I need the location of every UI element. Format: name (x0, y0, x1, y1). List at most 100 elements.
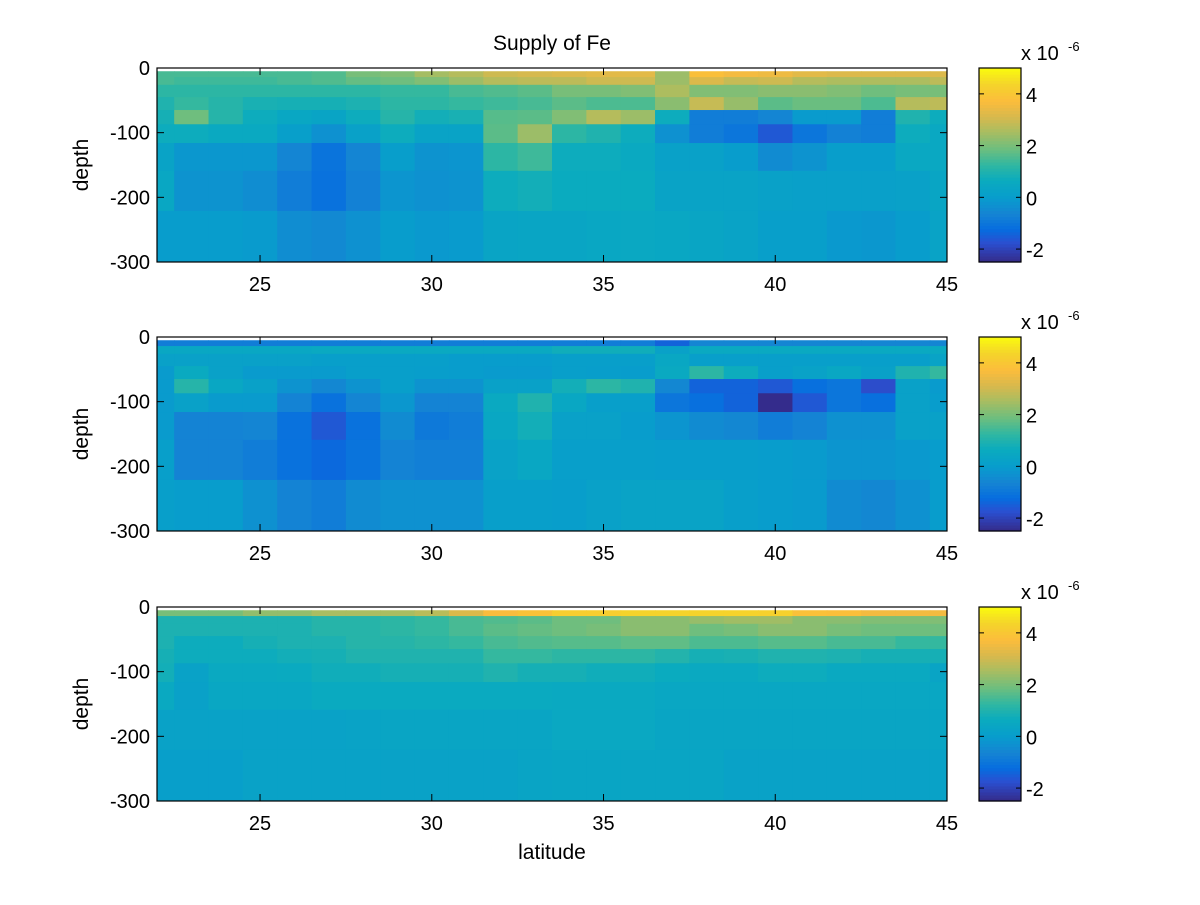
colorbar-segment (979, 131, 1021, 136)
heatmap-cell (414, 170, 450, 212)
heatmap-cell (208, 84, 244, 98)
heatmap-cell (483, 610, 519, 617)
heatmap-cell (689, 71, 725, 78)
heatmap-cell (311, 709, 347, 751)
heatmap-cell (208, 97, 244, 111)
heatmap-cell (483, 749, 519, 802)
heatmap-cell (483, 682, 519, 711)
y-tick-label: -200 (110, 456, 150, 478)
heatmap-cell (586, 353, 622, 367)
heatmap-cell (311, 353, 347, 367)
heatmap-cell (517, 749, 553, 802)
heatmap-cell (242, 379, 278, 394)
heatmap-cell (689, 124, 725, 144)
heatmap-cell (277, 479, 313, 532)
colorbar-segment (979, 146, 1021, 151)
heatmap-cell (895, 636, 931, 650)
x-tick-label: 30 (421, 543, 443, 565)
heatmap-cell (861, 636, 896, 650)
heatmap-cell (861, 346, 896, 355)
heatmap-cell (792, 143, 828, 172)
axes-box (156, 67, 948, 263)
heatmap-cell (517, 170, 553, 212)
heatmap-cell (620, 439, 656, 481)
heatmap-cell (861, 71, 896, 78)
heatmap-cell (723, 71, 759, 78)
heatmap-cell (586, 439, 622, 481)
heatmap-cell (655, 412, 690, 441)
heatmap-cell (517, 124, 553, 144)
heatmap-cell (345, 709, 381, 751)
heatmap-cell (758, 366, 793, 380)
heatmap-cell (517, 412, 553, 441)
heatmap-cell (483, 124, 519, 144)
colorbar-segment (979, 752, 1021, 757)
heatmap-cell (517, 623, 553, 637)
x-tick-label: 45 (936, 543, 958, 565)
heatmap-cell (345, 170, 381, 212)
heatmap-cell (208, 663, 244, 683)
heatmap-cell (552, 479, 587, 532)
heatmap-cell (826, 393, 862, 413)
heatmap-cell (620, 71, 656, 78)
heatmap-cell (311, 439, 347, 481)
heatmap-cell (174, 479, 210, 532)
colorbar-segment (979, 210, 1021, 215)
y-axis-label: depth (70, 139, 93, 192)
heatmap-cell (929, 649, 948, 664)
heatmap-cell (826, 71, 862, 78)
heatmap-cell (895, 143, 931, 172)
colorbar-segment (979, 437, 1021, 441)
heatmap-cell (655, 393, 690, 413)
colorbar-segment (979, 400, 1021, 405)
heatmap-cell (586, 623, 622, 637)
heatmap-cell (792, 616, 828, 625)
x-tick-label: 45 (936, 274, 958, 296)
colorbar-tick-label: 2 (1026, 137, 1037, 159)
heatmap-cell (345, 379, 381, 394)
heatmap-cell (242, 353, 278, 367)
heatmap-cell (174, 340, 210, 347)
heatmap-cell (792, 346, 828, 355)
heatmap-cell (208, 170, 244, 212)
heatmap-cell (483, 210, 519, 263)
heatmap-cell (311, 170, 347, 212)
heatmap-cell (448, 124, 484, 144)
colorbar-segment (979, 95, 1021, 99)
heatmap-cell (552, 353, 587, 367)
heatmap-cell (174, 649, 210, 664)
heatmap-cell (380, 353, 416, 367)
heatmap-cell (895, 663, 931, 683)
heatmap-cell (861, 709, 896, 751)
heatmap-cell (689, 170, 725, 212)
heatmap-cell (242, 439, 278, 481)
heatmap-cell (895, 366, 931, 380)
heatmap-cell (242, 649, 278, 664)
heatmap-cell (380, 649, 416, 664)
heatmap-cell (517, 97, 553, 111)
heatmap-cell (792, 663, 828, 683)
heatmap-cell (826, 636, 862, 650)
heatmap-cell (792, 77, 828, 86)
heatmap-cell (895, 340, 931, 347)
heatmap-cell (826, 649, 862, 664)
heatmap-cell (929, 663, 948, 683)
colorbar-segment (979, 713, 1021, 717)
heatmap-cell (174, 210, 210, 263)
colorbar-segment (979, 228, 1021, 233)
colorbar-segment (979, 143, 1021, 148)
heatmap-cell (655, 379, 690, 394)
heatmap-cell (861, 412, 896, 441)
heatmap-cell (758, 84, 793, 98)
heatmap-cell (758, 412, 793, 441)
heatmap-cell (826, 610, 862, 617)
heatmap-cell (157, 749, 175, 802)
heatmap-cell (208, 682, 244, 711)
colorbar-segment (979, 403, 1021, 408)
colorbar-segment (979, 710, 1021, 714)
heatmap-cell (689, 610, 725, 617)
heatmap-cell (277, 709, 313, 751)
heatmap-cell (655, 84, 690, 98)
heatmap-cell (620, 353, 656, 367)
